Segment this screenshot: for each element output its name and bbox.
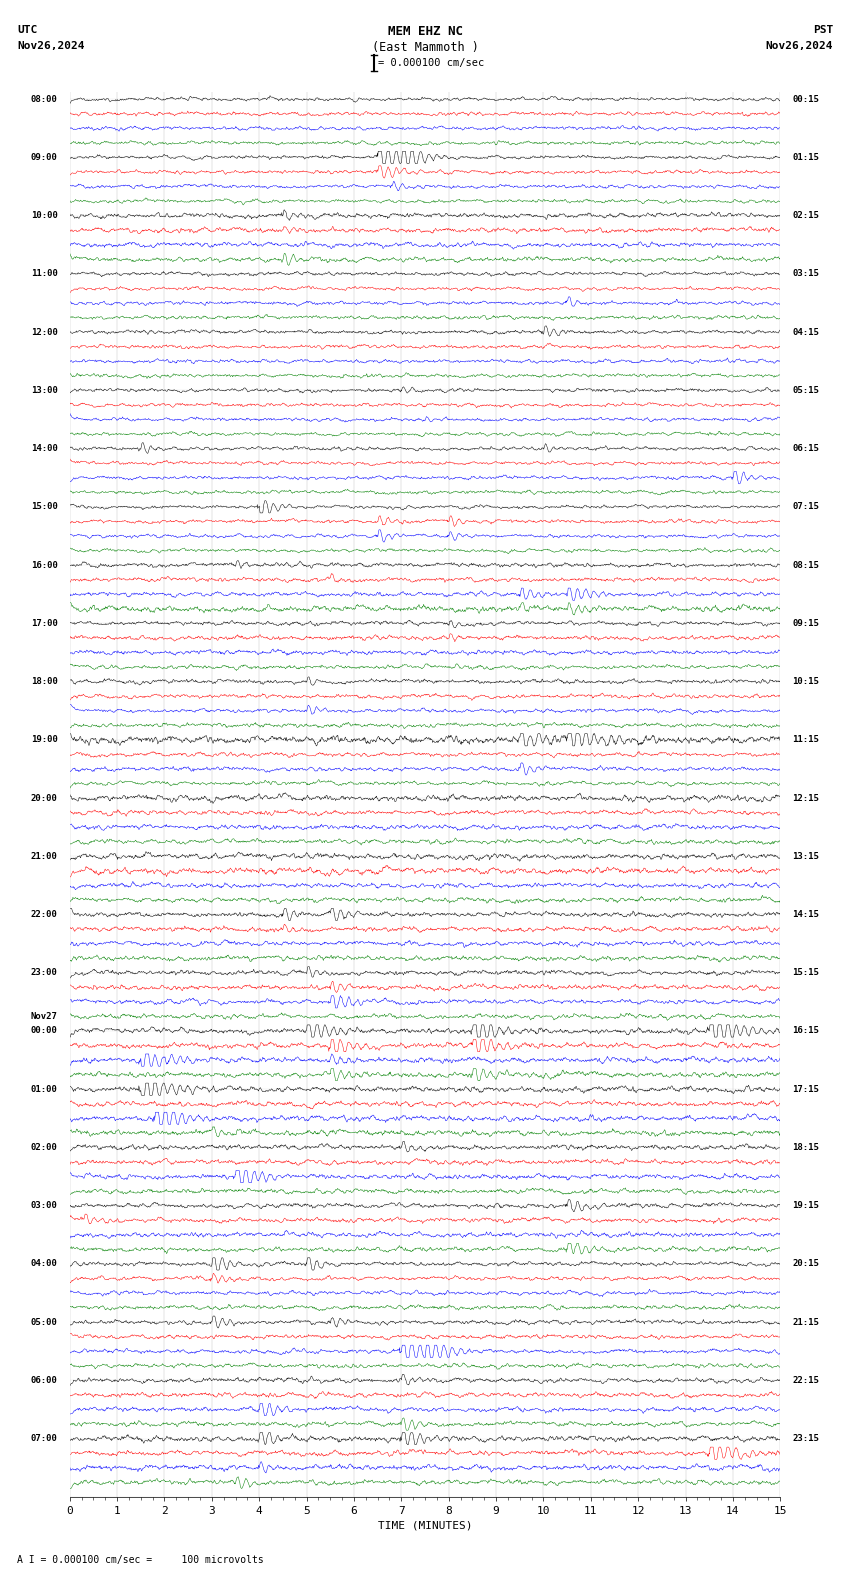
Text: 03:00: 03:00 [31, 1201, 58, 1210]
Text: 16:15: 16:15 [792, 1026, 819, 1036]
Text: 22:00: 22:00 [31, 909, 58, 919]
Text: Nov26,2024: Nov26,2024 [766, 41, 833, 51]
Text: 08:15: 08:15 [792, 561, 819, 570]
Text: 05:00: 05:00 [31, 1318, 58, 1327]
Text: 01:00: 01:00 [31, 1085, 58, 1093]
Text: 11:00: 11:00 [31, 269, 58, 279]
Text: 06:15: 06:15 [792, 444, 819, 453]
Text: 12:00: 12:00 [31, 328, 58, 337]
Text: 15:00: 15:00 [31, 502, 58, 512]
Text: 02:15: 02:15 [792, 211, 819, 220]
Text: 17:15: 17:15 [792, 1085, 819, 1093]
Text: 08:00: 08:00 [31, 95, 58, 103]
Text: 01:15: 01:15 [792, 154, 819, 162]
Text: A I = 0.000100 cm/sec =     100 microvolts: A I = 0.000100 cm/sec = 100 microvolts [17, 1555, 264, 1565]
Text: 07:00: 07:00 [31, 1434, 58, 1443]
Text: 18:00: 18:00 [31, 676, 58, 686]
Text: 22:15: 22:15 [792, 1376, 819, 1384]
Text: 04:00: 04:00 [31, 1259, 58, 1269]
Text: 00:15: 00:15 [792, 95, 819, 103]
Text: 03:15: 03:15 [792, 269, 819, 279]
Text: 09:00: 09:00 [31, 154, 58, 162]
Text: 19:00: 19:00 [31, 735, 58, 744]
Text: 12:15: 12:15 [792, 794, 819, 803]
Text: Nov27: Nov27 [31, 1012, 58, 1022]
Text: 09:15: 09:15 [792, 619, 819, 627]
Text: 11:15: 11:15 [792, 735, 819, 744]
X-axis label: TIME (MINUTES): TIME (MINUTES) [377, 1521, 473, 1530]
Text: 13:15: 13:15 [792, 852, 819, 860]
Text: 23:15: 23:15 [792, 1434, 819, 1443]
Text: MEM EHZ NC: MEM EHZ NC [388, 25, 462, 38]
Text: 10:00: 10:00 [31, 211, 58, 220]
Text: 23:00: 23:00 [31, 968, 58, 977]
Text: PST: PST [813, 25, 833, 35]
Text: 21:15: 21:15 [792, 1318, 819, 1327]
Text: 07:15: 07:15 [792, 502, 819, 512]
Text: Nov26,2024: Nov26,2024 [17, 41, 84, 51]
Text: = 0.000100 cm/sec: = 0.000100 cm/sec [378, 59, 484, 68]
Text: (East Mammoth ): (East Mammoth ) [371, 41, 479, 54]
Text: 14:00: 14:00 [31, 444, 58, 453]
Text: UTC: UTC [17, 25, 37, 35]
Text: 02:00: 02:00 [31, 1144, 58, 1152]
Text: 13:00: 13:00 [31, 386, 58, 394]
Text: 10:15: 10:15 [792, 676, 819, 686]
Text: 17:00: 17:00 [31, 619, 58, 627]
Text: 19:15: 19:15 [792, 1201, 819, 1210]
Text: 00:00: 00:00 [31, 1026, 58, 1036]
Text: 15:15: 15:15 [792, 968, 819, 977]
Text: 20:00: 20:00 [31, 794, 58, 803]
Text: 06:00: 06:00 [31, 1376, 58, 1384]
Text: 05:15: 05:15 [792, 386, 819, 394]
Text: 21:00: 21:00 [31, 852, 58, 860]
Text: 20:15: 20:15 [792, 1259, 819, 1269]
Text: 18:15: 18:15 [792, 1144, 819, 1152]
Text: 16:00: 16:00 [31, 561, 58, 570]
Text: 14:15: 14:15 [792, 909, 819, 919]
Text: 04:15: 04:15 [792, 328, 819, 337]
